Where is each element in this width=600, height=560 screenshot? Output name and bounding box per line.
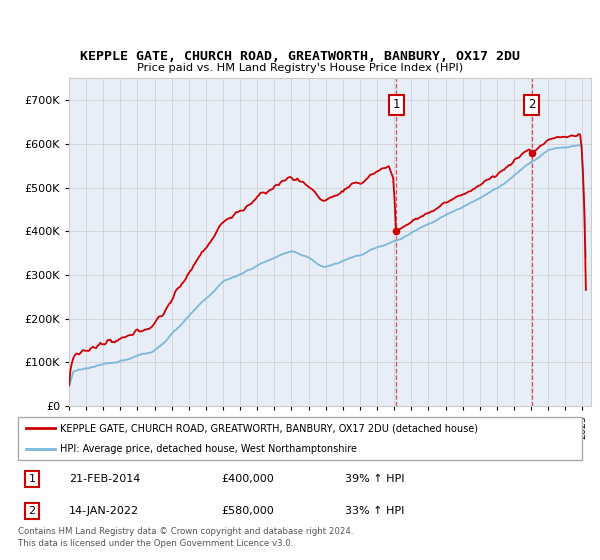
Text: £400,000: £400,000: [221, 474, 274, 484]
Text: 33% ↑ HPI: 33% ↑ HPI: [345, 506, 404, 516]
Text: Price paid vs. HM Land Registry's House Price Index (HPI): Price paid vs. HM Land Registry's House …: [137, 63, 463, 73]
Text: Contains HM Land Registry data © Crown copyright and database right 2024.
This d: Contains HM Land Registry data © Crown c…: [18, 527, 353, 548]
Text: 39% ↑ HPI: 39% ↑ HPI: [345, 474, 404, 484]
Text: KEPPLE GATE, CHURCH ROAD, GREATWORTH, BANBURY, OX17 2DU: KEPPLE GATE, CHURCH ROAD, GREATWORTH, BA…: [80, 49, 520, 63]
Text: 2: 2: [29, 506, 35, 516]
Text: 21-FEB-2014: 21-FEB-2014: [69, 474, 140, 484]
Text: HPI: Average price, detached house, West Northamptonshire: HPI: Average price, detached house, West…: [60, 444, 358, 454]
Text: 2: 2: [528, 98, 536, 111]
Text: 14-JAN-2022: 14-JAN-2022: [69, 506, 139, 516]
Text: 1: 1: [29, 474, 35, 484]
Text: 1: 1: [392, 98, 400, 111]
Text: £580,000: £580,000: [221, 506, 274, 516]
Text: KEPPLE GATE, CHURCH ROAD, GREATWORTH, BANBURY, OX17 2DU (detached house): KEPPLE GATE, CHURCH ROAD, GREATWORTH, BA…: [60, 423, 478, 433]
